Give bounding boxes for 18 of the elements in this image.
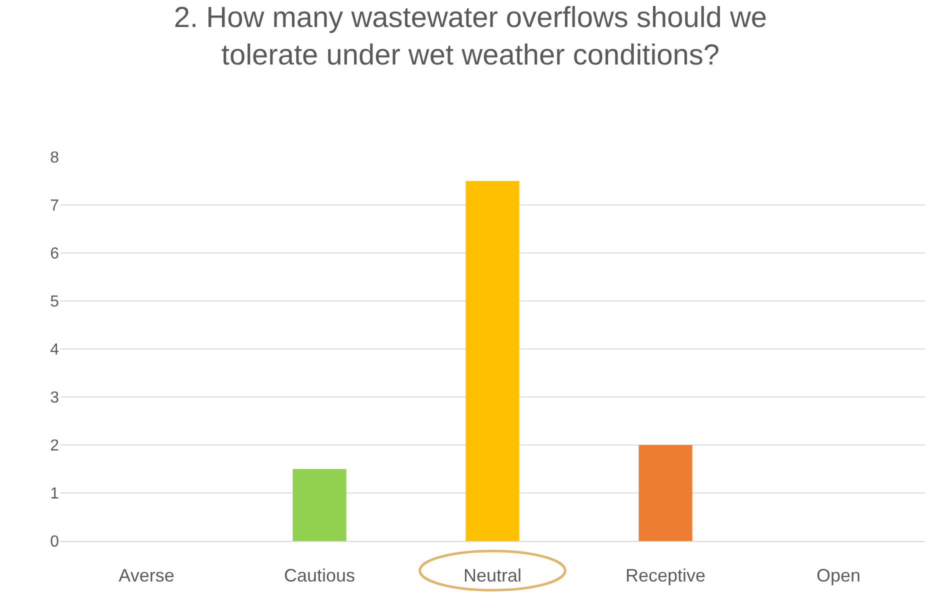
x-tick-label: Open xyxy=(816,566,861,586)
x-tick-label: Averse xyxy=(118,566,174,586)
y-tick-label: 2 xyxy=(50,438,60,455)
y-tick-label: 1 xyxy=(50,486,60,503)
y-tick-label: 4 xyxy=(50,342,60,359)
y-tick-label: 8 xyxy=(50,150,60,167)
bar xyxy=(292,469,346,541)
y-tick-label: 6 xyxy=(50,246,60,263)
y-tick-label: 7 xyxy=(50,198,60,215)
x-tick-label: Neutral xyxy=(463,566,522,586)
bar xyxy=(638,445,692,541)
x-tick-label: Cautious xyxy=(284,566,356,586)
y-tick-label: 5 xyxy=(50,294,60,311)
y-tick-label: 0 xyxy=(50,534,60,551)
chart-title: 2. How many wastewater overflows should we tolerate under wet weather conditions? xyxy=(174,2,768,72)
x-tick-label: Receptive xyxy=(625,566,706,586)
y-tick-label: 3 xyxy=(50,390,60,407)
bar xyxy=(466,181,520,541)
